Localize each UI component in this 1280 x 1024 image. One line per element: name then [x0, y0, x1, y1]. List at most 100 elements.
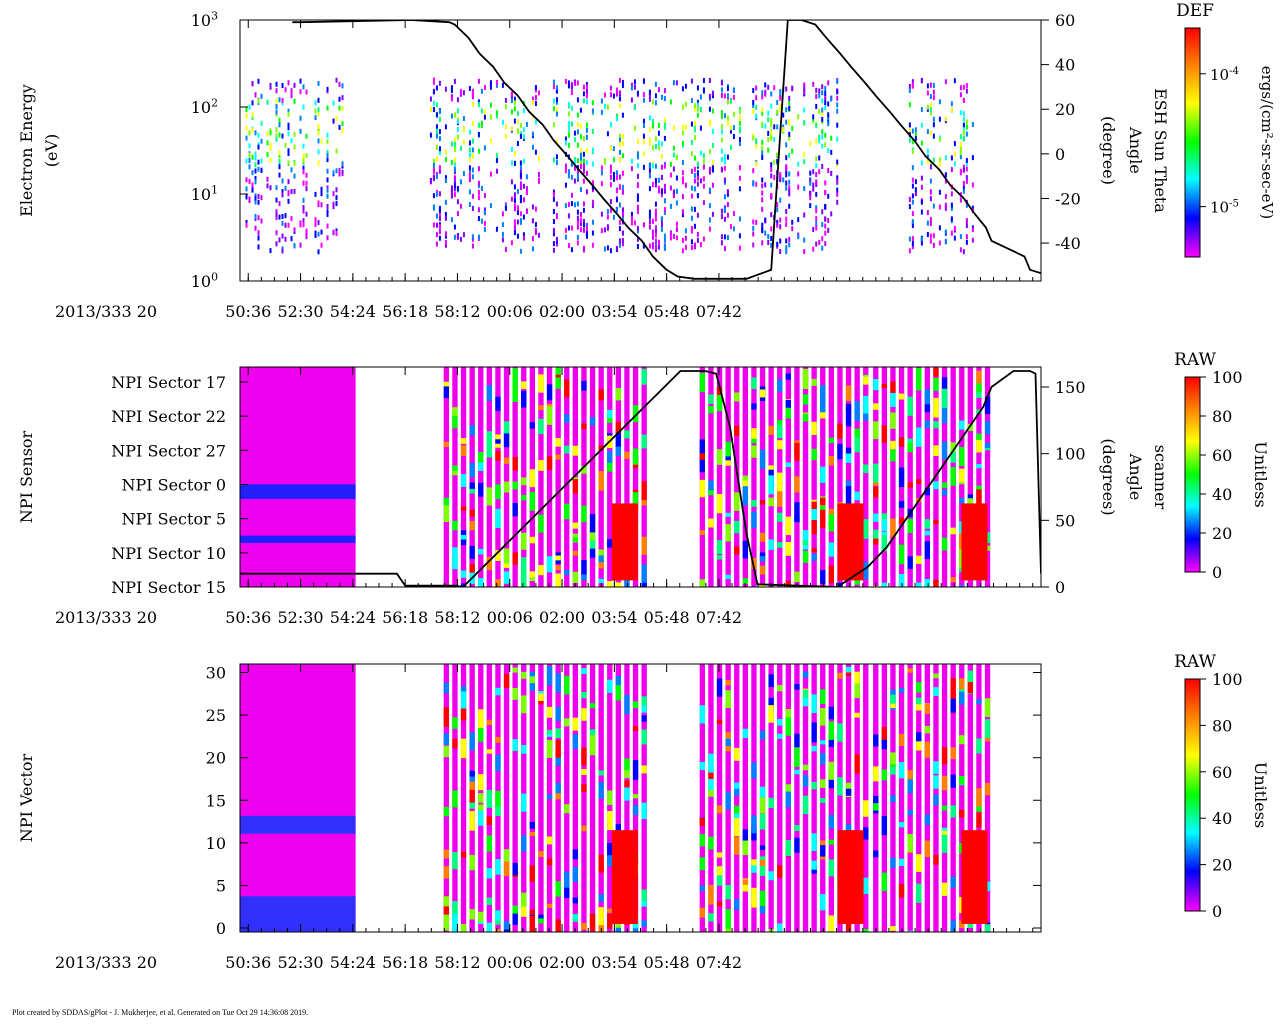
- count-cell: [898, 437, 905, 447]
- count-band: [240, 896, 356, 906]
- energy-cell: [489, 138, 492, 144]
- count-cell: [890, 766, 896, 775]
- energy-cell: [648, 219, 651, 225]
- count-cell: [794, 837, 800, 853]
- x-tick-label: 52:30: [278, 953, 324, 972]
- energy-cell: [468, 165, 471, 171]
- colorbar-tick-label: 60: [1212, 446, 1232, 465]
- x-tick-label: 56:18: [382, 608, 428, 627]
- energy-cell: [720, 157, 723, 163]
- energy-cell: [621, 153, 624, 159]
- energy-cell: [510, 91, 513, 97]
- energy-cell: [603, 246, 606, 252]
- count-cell: [469, 772, 475, 787]
- count-cell: [811, 745, 817, 752]
- energy-cell: [965, 157, 968, 163]
- energy-cell: [651, 229, 654, 235]
- energy-cell: [827, 118, 830, 124]
- energy-cell: [642, 118, 645, 124]
- energy-cell: [612, 157, 615, 163]
- energy-cell: [314, 221, 317, 227]
- energy-cell: [630, 97, 633, 103]
- energy-cell: [815, 103, 818, 109]
- count-cell: [708, 406, 714, 414]
- count-band: [240, 491, 356, 499]
- count-cell: [546, 384, 553, 401]
- count-cell: [624, 451, 630, 459]
- count-cell: [881, 425, 888, 443]
- energy-cell: [516, 188, 519, 194]
- count-cell: [460, 707, 467, 721]
- count-cell: [873, 850, 879, 858]
- energy-cell: [290, 138, 293, 144]
- energy-cell: [459, 236, 462, 242]
- energy-cell: [932, 95, 935, 101]
- energy-cell: [642, 243, 645, 249]
- energy-cell: [654, 216, 657, 222]
- energy-cell: [251, 81, 254, 87]
- scan-column: [529, 664, 536, 932]
- energy-cell: [669, 99, 672, 105]
- energy-cell: [690, 98, 693, 104]
- count-cell: [811, 781, 817, 790]
- energy-cell: [269, 185, 272, 191]
- count-cell: [478, 578, 484, 587]
- energy-cell: [690, 193, 693, 199]
- energy-cell: [669, 172, 672, 178]
- energy-cell: [809, 141, 812, 147]
- x-tick-label: 03:54: [591, 302, 637, 321]
- count-cell: [469, 564, 475, 584]
- colorbar-tick-label: 80: [1212, 716, 1232, 735]
- energy-cell: [582, 245, 585, 251]
- count-cell: [460, 686, 467, 692]
- energy-cell: [636, 196, 639, 202]
- count-cell: [759, 532, 766, 542]
- count-cell: [598, 907, 604, 926]
- count-cell: [478, 548, 484, 555]
- energy-cell: [278, 201, 281, 207]
- energy-cell: [471, 88, 474, 94]
- energy-cell: [537, 171, 540, 177]
- count-cell: [469, 564, 475, 573]
- energy-cell: [582, 178, 585, 184]
- scan-column: [572, 664, 579, 932]
- count-cell: [751, 403, 757, 410]
- energy-cell: [615, 116, 618, 122]
- count-cell: [950, 577, 956, 583]
- count-cell: [581, 465, 587, 474]
- energy-cell: [821, 116, 824, 122]
- colorbar-tick-label: 10-5: [1210, 199, 1239, 217]
- x-tick-label: 52:30: [278, 302, 324, 321]
- count-cell: [742, 878, 749, 892]
- count-cell: [460, 506, 467, 511]
- count-cell: [641, 696, 647, 706]
- energy-cell: [660, 221, 663, 227]
- energy-cell: [269, 248, 272, 254]
- energy-cell: [803, 237, 806, 243]
- energy-cell: [260, 158, 263, 164]
- count-cell: [589, 514, 596, 533]
- count-cell: [615, 444, 622, 457]
- energy-cell: [326, 187, 329, 193]
- energy-cell: [929, 233, 932, 239]
- energy-cell: [534, 119, 537, 125]
- count-cell: [820, 779, 826, 788]
- energy-cell: [606, 209, 609, 215]
- count-cell: [984, 446, 991, 451]
- energy-cell: [504, 205, 507, 211]
- count-cell: [512, 481, 518, 490]
- energy-cell: [290, 88, 293, 94]
- energy-cell: [657, 185, 660, 191]
- right-tick-label: 20: [1055, 100, 1075, 119]
- energy-cell: [953, 78, 956, 84]
- energy-cell: [770, 118, 773, 124]
- count-cell: [907, 518, 913, 533]
- count-cell: [933, 421, 939, 429]
- energy-cell: [929, 196, 932, 202]
- energy-cell: [621, 112, 624, 118]
- energy-cell: [570, 225, 573, 231]
- energy-cell: [615, 197, 618, 203]
- energy-cell: [929, 82, 932, 88]
- energy-cell: [609, 248, 612, 254]
- energy-cell: [621, 134, 624, 140]
